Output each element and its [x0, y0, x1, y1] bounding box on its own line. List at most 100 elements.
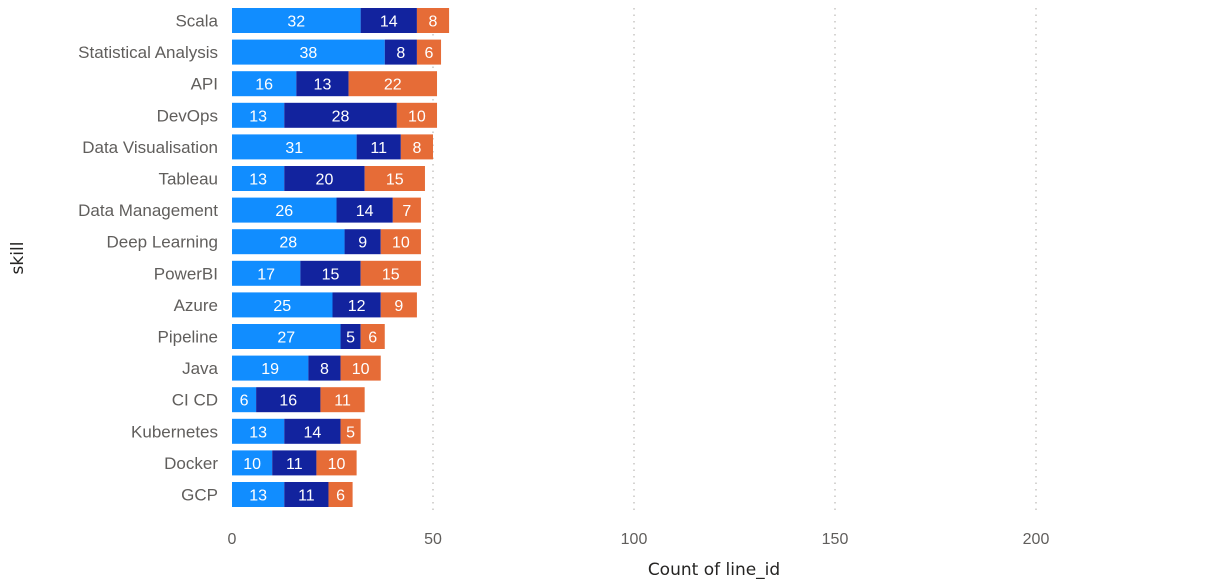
category-label: API [191, 75, 218, 94]
data-label: 5 [346, 424, 355, 441]
data-label: 11 [370, 140, 387, 157]
bar-segment[interactable] [364, 166, 425, 191]
bar-segment[interactable] [232, 355, 309, 381]
category-label: Deep Learning [106, 233, 218, 252]
data-label: 28 [332, 108, 350, 125]
bar-segment[interactable] [392, 197, 421, 223]
data-label: 11 [298, 488, 315, 505]
data-label: 10 [352, 361, 370, 378]
bar-segment[interactable] [232, 450, 273, 476]
data-label: 6 [368, 330, 377, 347]
bar-segment[interactable] [232, 166, 285, 191]
data-label: 6 [336, 488, 345, 505]
bar-segment[interactable] [416, 8, 450, 33]
bar-segment[interactable] [360, 8, 417, 33]
data-label: 11 [286, 456, 303, 473]
bar-segment[interactable] [232, 229, 345, 255]
bar-segment[interactable] [232, 8, 361, 33]
category-label: Azure [174, 296, 218, 315]
data-label: 15 [382, 266, 400, 283]
bar-segment[interactable] [284, 482, 329, 507]
bar-segment[interactable] [232, 71, 297, 97]
data-label: 22 [384, 77, 402, 94]
data-label: 31 [285, 140, 303, 157]
category-axis-labels: Scala Statistical Analysis API DevOps Data V… [78, 12, 218, 505]
data-label: 26 [275, 203, 293, 220]
category-label: Pipeline [158, 328, 219, 347]
data-label: 16 [279, 393, 297, 410]
data-label: 6 [425, 45, 434, 62]
data-label: 8 [412, 140, 421, 157]
bar-segment[interactable] [340, 418, 361, 444]
bar-segment[interactable] [380, 229, 421, 255]
bar-segment[interactable] [284, 166, 365, 191]
data-label: 11 [334, 393, 351, 410]
bar-segment[interactable] [284, 418, 341, 444]
bar-segment[interactable] [296, 71, 349, 97]
bar-segment[interactable] [284, 102, 397, 128]
bar-segment[interactable] [332, 292, 381, 318]
bar-segment[interactable] [300, 260, 361, 286]
bar-segment[interactable] [340, 324, 361, 349]
bar-segment[interactable] [344, 229, 381, 255]
bar-segment[interactable] [328, 482, 353, 507]
x-tick-label: 200 [1023, 531, 1050, 548]
data-label: 14 [304, 424, 322, 441]
data-label: 13 [249, 108, 267, 125]
data-label: 9 [358, 235, 367, 252]
data-label: 9 [394, 298, 403, 315]
bar-segment[interactable] [360, 324, 385, 349]
x-tick-label: 0 [228, 531, 237, 548]
data-label: 10 [392, 235, 410, 252]
bar-segment[interactable] [416, 39, 442, 65]
bar-segment[interactable] [356, 134, 401, 160]
data-label: 38 [299, 45, 317, 62]
data-label: 17 [257, 266, 275, 283]
data-label: 8 [429, 14, 438, 31]
bar-segment[interactable] [232, 134, 357, 160]
x-tick-label: 100 [621, 531, 648, 548]
bar-segment[interactable] [320, 387, 365, 413]
bar-segment[interactable] [336, 197, 393, 223]
bar-segment[interactable] [272, 450, 317, 476]
data-label: 20 [316, 172, 334, 189]
bar-segment[interactable] [232, 292, 333, 318]
data-label: 28 [279, 235, 297, 252]
bar-segment[interactable] [360, 260, 421, 286]
data-label: 32 [287, 14, 305, 31]
gridlines [432, 8, 1037, 515]
bar-segment[interactable] [232, 482, 285, 507]
bar-segment[interactable] [232, 418, 285, 444]
category-label: Docker [164, 454, 218, 473]
bar-segment[interactable] [232, 197, 337, 223]
bar-segment[interactable] [308, 355, 341, 381]
bar-segment[interactable] [316, 450, 357, 476]
x-tick-label: 50 [424, 531, 442, 548]
data-label: 15 [386, 172, 404, 189]
bar-segment[interactable] [380, 292, 417, 318]
category-label: Java [182, 359, 218, 378]
bar-segment[interactable] [232, 260, 301, 286]
bar-segment[interactable] [256, 387, 321, 413]
bar-segment[interactable] [232, 102, 285, 128]
bar-segment[interactable] [396, 102, 438, 128]
bar-segment[interactable] [400, 134, 433, 160]
data-label: 8 [396, 45, 405, 62]
bar-segment[interactable] [348, 71, 438, 97]
data-label: 10 [328, 456, 346, 473]
data-label: 25 [273, 298, 291, 315]
bar-segment[interactable] [232, 324, 341, 349]
bar-segment[interactable] [384, 39, 417, 65]
data-label: 15 [322, 266, 340, 283]
data-label: 13 [249, 172, 267, 189]
bar-segment[interactable] [340, 355, 381, 381]
data-label: 7 [402, 203, 411, 220]
category-label: DevOps [157, 106, 218, 125]
category-label: Data Visualisation [82, 138, 218, 157]
bar-segment[interactable] [232, 39, 385, 65]
category-label: Kubernetes [131, 422, 218, 441]
x-axis-title: Count of line_id [648, 560, 780, 580]
bar-segment[interactable] [232, 387, 257, 413]
